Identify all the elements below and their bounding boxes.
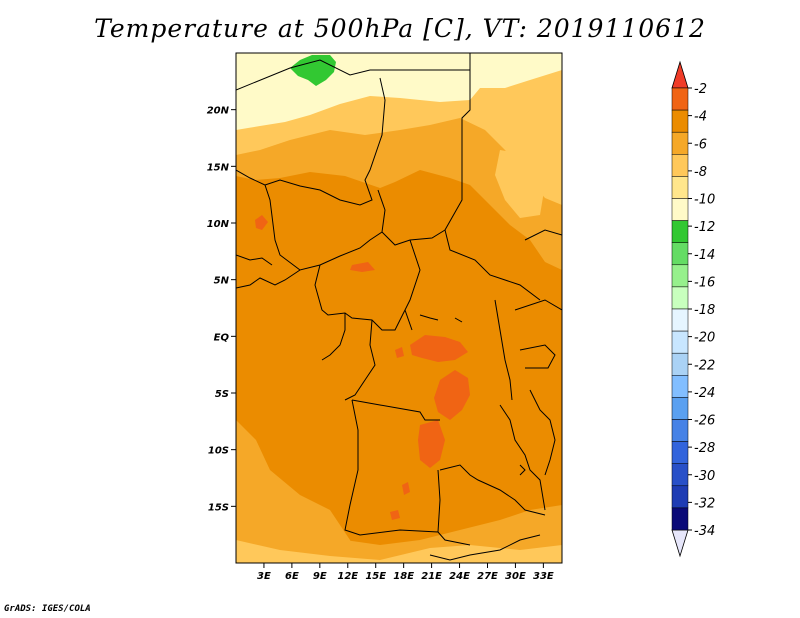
lon-tick-label: 27E xyxy=(477,571,498,582)
colorbar-label: -16 xyxy=(694,275,715,290)
latitude-axis: 20N 15N 10N 5N EQ 5S 10S 15S xyxy=(207,106,236,513)
lat-tick-label: EQ xyxy=(214,332,230,343)
colorbar-swatch xyxy=(671,176,689,199)
colorbar-label: -8 xyxy=(694,165,707,180)
temperature-field xyxy=(236,53,562,563)
colorbar-swatch xyxy=(671,352,689,376)
lon-tick-label: 9E xyxy=(313,571,327,582)
lon-tick-label: 12E xyxy=(337,571,358,582)
colorbar-label: -2 xyxy=(694,82,707,97)
colorbar-swatch xyxy=(671,154,689,177)
colorbar-bottom-arrow xyxy=(671,529,689,558)
colorbar-swatch xyxy=(671,242,689,266)
colorbar-label: -10 xyxy=(694,193,715,208)
colorbar-swatch xyxy=(671,375,689,398)
lat-tick-label: 10S xyxy=(208,446,229,457)
colorbar-label: -20 xyxy=(694,331,715,346)
colorbar: -2 -4 -6 -8 -10 -12 -14 -16 -18 -20 -22 -24 -26 -28 -3… xyxy=(671,60,715,558)
colorbar-label: -30 xyxy=(694,469,715,484)
colorbar-label: -34 xyxy=(694,524,715,539)
colorbar-swatch xyxy=(671,463,689,487)
colorbar-swatch xyxy=(671,485,689,509)
colorbar-label: -22 xyxy=(694,358,715,373)
lat-tick-label: 5S xyxy=(215,389,229,400)
lat-tick-label: 5N xyxy=(214,276,230,287)
colorbar-swatch xyxy=(671,264,689,288)
lat-tick-label: 15N xyxy=(207,162,230,173)
colorbar-swatch xyxy=(671,109,689,133)
lon-tick-label: 21E xyxy=(421,571,442,582)
colorbar-swatch xyxy=(671,87,689,111)
plot-title: Temperature at 500hPa [C], VT: 201911061… xyxy=(94,14,706,43)
map-frame xyxy=(235,52,563,564)
lon-tick-label: 3E xyxy=(257,571,271,582)
lat-tick-label: 10N xyxy=(207,219,230,230)
lon-tick-label: 15E xyxy=(365,571,386,582)
colorbar-swatch xyxy=(671,131,689,155)
colorbar-swatch xyxy=(671,308,689,332)
colorbar-label: -26 xyxy=(694,414,715,429)
colorbar-label: -4 xyxy=(694,110,707,125)
colorbar-label: -28 xyxy=(694,441,715,456)
lat-tick-label: 15S xyxy=(208,502,229,513)
colorbar-label: -14 xyxy=(694,248,715,263)
colorbar-label: -12 xyxy=(694,220,715,235)
colorbar-swatch xyxy=(671,220,689,243)
colorbar-label: -18 xyxy=(694,303,715,318)
colorbar-top-arrow xyxy=(671,60,689,89)
colorbar-swatch xyxy=(671,397,689,420)
colorbar-label: -24 xyxy=(694,386,715,401)
lon-tick-label: 6E xyxy=(285,571,299,582)
longitude-axis: 3E 6E 9E 12E 15E 18E 21E 24E 27E 30E 33E xyxy=(257,563,554,582)
colorbar-swatch xyxy=(671,330,689,354)
lon-tick-label: 24E xyxy=(449,571,470,582)
grads-credit: GrADS: IGES/COLA xyxy=(4,604,91,614)
lon-tick-label: 30E xyxy=(505,571,526,582)
colorbar-label: -6 xyxy=(694,137,707,152)
colorbar-swatch xyxy=(671,286,689,310)
colorbar-swatch xyxy=(671,441,689,464)
lon-tick-label: 18E xyxy=(393,571,414,582)
political-boundaries xyxy=(236,53,562,561)
colorbar-label: -32 xyxy=(694,496,715,511)
colorbar-swatch xyxy=(671,419,689,442)
colorbar-swatch xyxy=(671,198,689,221)
lat-tick-label: 20N xyxy=(207,106,230,117)
lon-tick-label: 33E xyxy=(533,571,554,582)
colorbar-swatch xyxy=(671,507,689,531)
